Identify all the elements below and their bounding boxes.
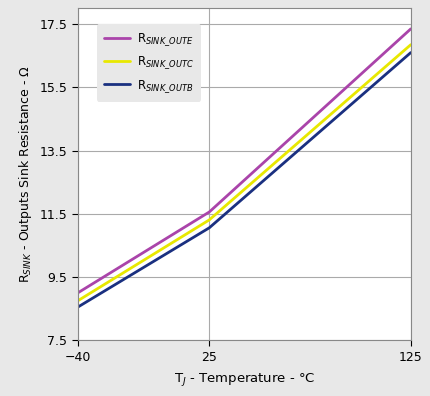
R$_{SINK\_OUTE}$ [233,185,238,190]
Line: R$_{SINK\_OUTE}$: R$_{SINK\_OUTE}$ [78,29,410,293]
R$_{SINK\_OUTE}$ [347,81,353,86]
R$_{SINK\_OUTC}$ [273,160,278,164]
Line: R$_{SINK\_OUTB}$: R$_{SINK\_OUTB}$ [78,53,410,307]
X-axis label: T$_J$ - Temperature - °C: T$_J$ - Temperature - °C [173,371,314,388]
R$_{SINK\_OUTE}$ [255,166,260,170]
R$_{SINK\_OUTB}$ [407,50,412,55]
R$_{SINK\_OUTB}$ [347,103,353,107]
R$_{SINK\_OUTC}$ [407,42,412,47]
R$_{SINK\_OUTC}$ [235,192,240,197]
R$_{SINK\_OUTC}$ [75,299,80,303]
Legend: R$_{SINK\_OUTE}$, R$_{SINK\_OUTC}$, R$_{SINK\_OUTB}$: R$_{SINK\_OUTE}$, R$_{SINK\_OUTC}$, R$_{… [97,24,201,102]
R$_{SINK\_OUTE}$ [235,184,240,188]
R$_{SINK\_OUTC}$ [399,49,405,54]
R$_{SINK\_OUTC}$ [255,175,260,180]
Y-axis label: R$_{SINK}$ - Outputs Sink Resistance - Ω: R$_{SINK}$ - Outputs Sink Resistance - Ω [17,65,34,283]
R$_{SINK\_OUTE}$ [273,149,278,154]
R$_{SINK\_OUTE}$ [75,291,80,295]
R$_{SINK\_OUTB}$ [233,202,238,207]
R$_{SINK\_OUTB}$ [255,183,260,188]
Line: R$_{SINK\_OUTC}$: R$_{SINK\_OUTC}$ [78,45,410,301]
R$_{SINK\_OUTE}$ [399,34,405,38]
R$_{SINK\_OUTB}$ [235,200,240,205]
R$_{SINK\_OUTE}$ [407,27,412,31]
R$_{SINK\_OUTB}$ [75,305,80,310]
R$_{SINK\_OUTC}$ [347,95,353,99]
R$_{SINK\_OUTB}$ [273,168,278,172]
R$_{SINK\_OUTB}$ [399,57,405,62]
R$_{SINK\_OUTC}$ [233,194,238,199]
